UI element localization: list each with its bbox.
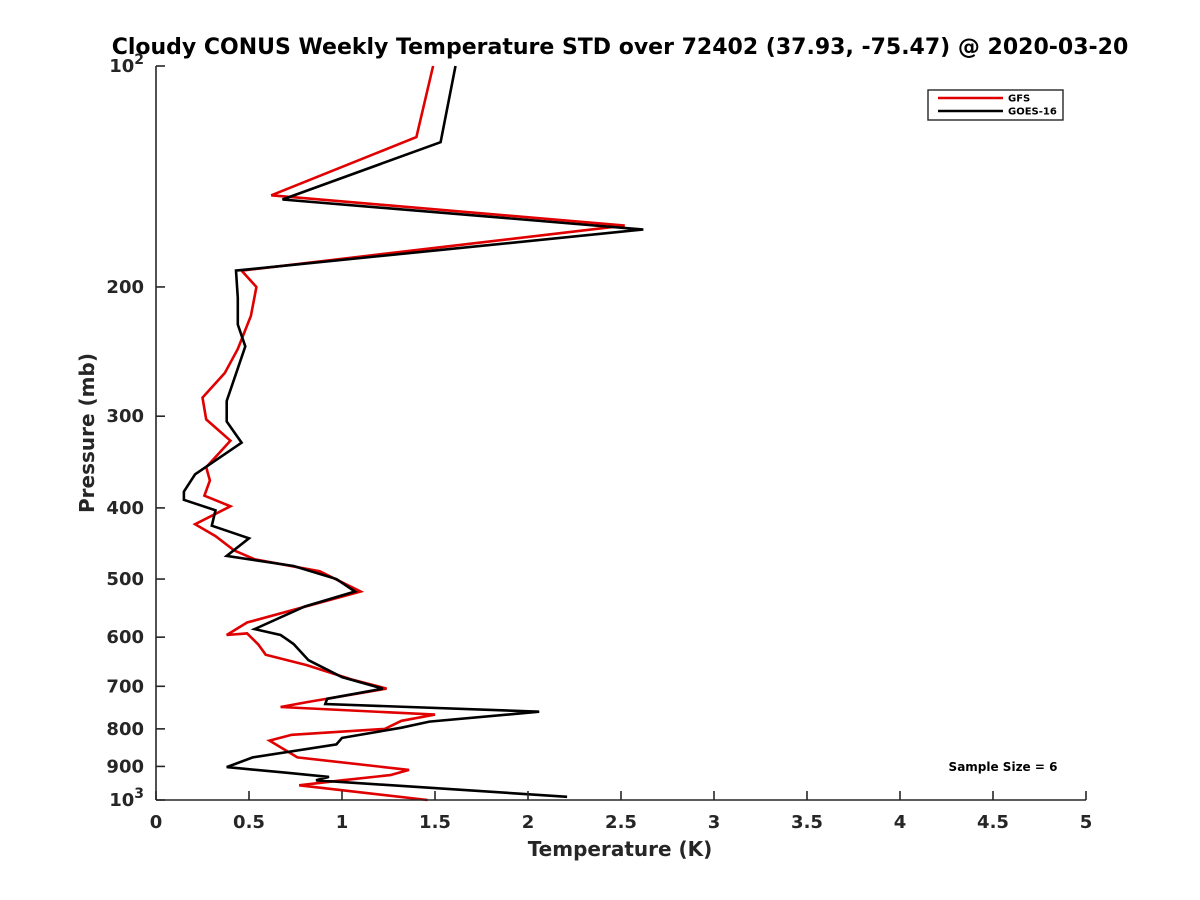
x-tick-label: 1.5	[419, 812, 451, 833]
x-tick-label: 0	[150, 812, 163, 833]
y-tick-label: 900	[106, 756, 144, 777]
y-tick-label: 102	[109, 52, 144, 77]
y-tick-label: 103	[109, 786, 144, 811]
x-axis-label: Temperature (K)	[528, 837, 713, 861]
x-tick-label: 4	[894, 812, 907, 833]
x-tick-label: 3.5	[791, 812, 823, 833]
x-tick-label: 2	[522, 812, 535, 833]
y-tick-label: 800	[106, 719, 144, 740]
y-tick-label: 500	[106, 569, 144, 590]
y-tick-label: 400	[106, 498, 144, 519]
x-tick-label: 5	[1080, 812, 1093, 833]
chart-title: Cloudy CONUS Weekly Temperature STD over…	[112, 35, 1129, 60]
sample-size-annotation: Sample Size = 6	[949, 760, 1058, 774]
x-tick-label: 3	[708, 812, 721, 833]
legend: GFS GOES-16	[927, 89, 1064, 121]
x-tick-label: 1	[336, 812, 349, 833]
y-tick-label-exponent: 3	[134, 786, 144, 802]
y-tick-label: 300	[106, 406, 144, 427]
y-tick-label: 700	[106, 676, 144, 697]
y-tick-label: 200	[106, 277, 144, 298]
series-layer	[182, 65, 644, 802]
legend-entry-label: GFS	[1008, 94, 1030, 105]
y-tick-label-base: 10	[109, 56, 134, 77]
x-tick-label: 0.5	[233, 812, 265, 833]
legend-box	[927, 89, 1064, 121]
x-tick-label: 2.5	[605, 812, 637, 833]
y-tick-label-base: 10	[109, 790, 134, 811]
y-axis-label: Pressure (mb)	[75, 353, 99, 513]
y-tick-label: 600	[106, 627, 144, 648]
y-tick-label-exponent: 2	[134, 52, 144, 68]
series-line-goes-16	[182, 65, 644, 799]
series-line-gfs	[192, 65, 625, 802]
x-tick-label: 4.5	[977, 812, 1009, 833]
legend-entry-label: GOES-16	[1008, 107, 1057, 118]
axes-layer: 0 0.5 1 1.5 2 2.5 3 3.5 4 4.5 51022003004005006007…	[106, 52, 1092, 833]
